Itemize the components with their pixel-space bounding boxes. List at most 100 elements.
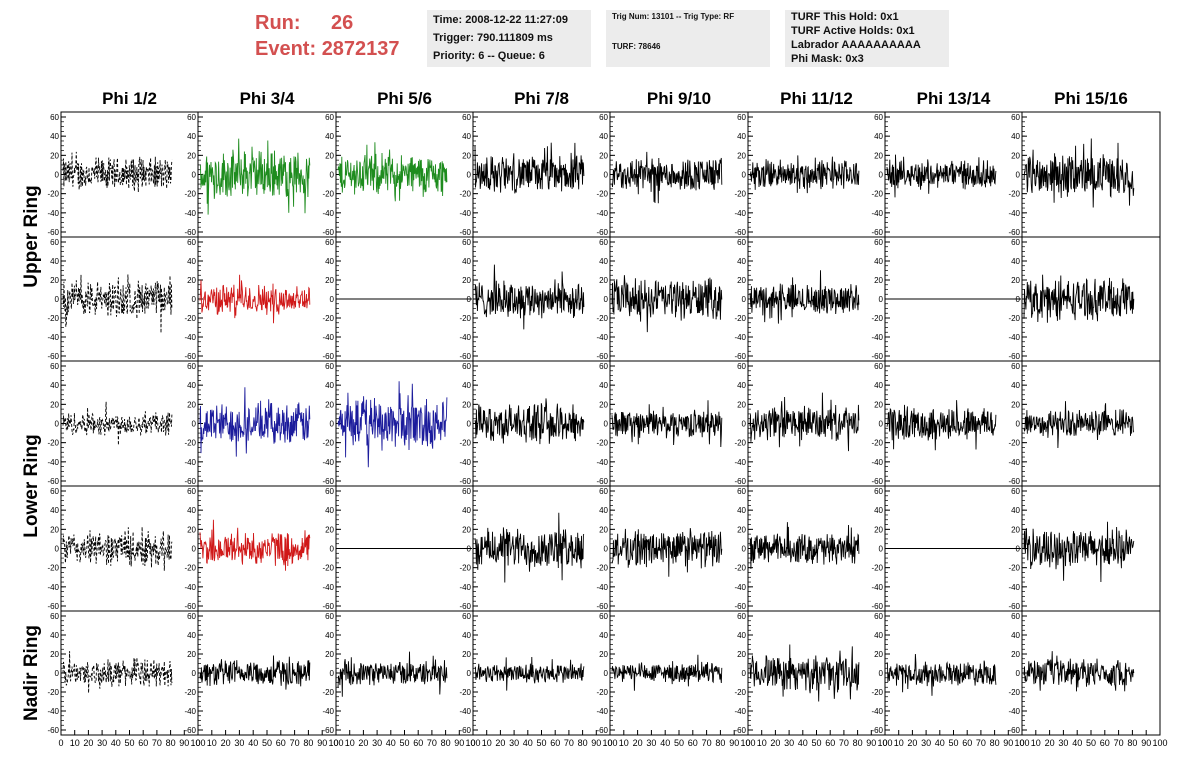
y-tick-label: -40 [322, 707, 334, 716]
waveform-trace [749, 155, 860, 194]
y-tick-label: 60 [737, 612, 746, 621]
x-tick-label: 70 [702, 738, 712, 748]
turf-active-text: TURF Active Holds: 0x1 [791, 25, 915, 37]
y-tick-label: -40 [871, 333, 883, 342]
y-tick-label: 20 [462, 276, 471, 285]
y-tick-label: -40 [871, 209, 883, 218]
waveform-trace [337, 381, 448, 468]
y-tick-label: 20 [599, 400, 608, 409]
y-tick-label: -60 [322, 228, 334, 237]
y-tick-label: 0 [55, 295, 60, 304]
y-tick-label: -60 [871, 602, 883, 611]
run-event-label: Run: 26 Event: 2872137 [255, 10, 400, 62]
x-tick-label: 60 [276, 738, 286, 748]
y-tick-label: 60 [462, 612, 471, 621]
y-tick-label: -60 [596, 726, 608, 735]
y-tick-label: 40 [599, 381, 608, 390]
y-tick-label: -20 [1008, 190, 1020, 199]
y-tick-label: -20 [596, 314, 608, 323]
y-tick-label: 40 [737, 631, 746, 640]
y-tick-label: -60 [734, 602, 746, 611]
turf-info-box: TURF This Hold: 0x1 TURF Active Holds: 0… [785, 10, 949, 67]
y-tick-label: 20 [737, 151, 746, 160]
y-tick-label: 40 [1011, 132, 1020, 141]
y-tick-label: -60 [734, 352, 746, 361]
x-tick-label: 80 [1127, 738, 1137, 748]
y-tick-label: 40 [1011, 381, 1020, 390]
waveform-trace [749, 392, 860, 452]
y-tick-label: 60 [874, 238, 883, 247]
x-tick-label: 0 [1019, 738, 1024, 748]
y-tick-label: -20 [871, 564, 883, 573]
y-tick-label: -20 [871, 190, 883, 199]
y-tick-label: 60 [1011, 487, 1020, 496]
y-tick-label: -20 [871, 439, 883, 448]
time-info-box: Time: 2008-12-22 11:27:09 Trigger: 790.1… [427, 10, 591, 67]
waveform-trace [199, 138, 311, 215]
x-tick-label: 80 [853, 738, 863, 748]
y-tick-label: 60 [874, 612, 883, 621]
x-tick-label: 20 [1045, 738, 1055, 748]
waveform-trace [1023, 274, 1135, 323]
y-tick-label: -20 [596, 439, 608, 448]
y-tick-label: -20 [184, 314, 196, 323]
y-tick-label: -60 [47, 602, 59, 611]
y-tick-label: -20 [184, 439, 196, 448]
y-tick-label: 20 [325, 276, 334, 285]
y-tick-label: 0 [879, 420, 884, 429]
y-tick-label: 0 [1016, 545, 1021, 554]
y-tick-label: -60 [596, 352, 608, 361]
y-tick-label: 20 [599, 276, 608, 285]
priority-text: Priority: 6 -- Queue: 6 [433, 50, 545, 62]
y-tick-label: 40 [325, 257, 334, 266]
y-tick-label: -20 [184, 190, 196, 199]
y-tick-label: -20 [459, 439, 471, 448]
y-tick-label: 20 [874, 151, 883, 160]
y-tick-label: 20 [187, 525, 196, 534]
y-tick-label: -40 [184, 209, 196, 218]
waveform-trace [611, 654, 723, 691]
labrador-text: Labrador AAAAAAAAAA [791, 39, 921, 51]
y-tick-label: -40 [596, 209, 608, 218]
column-title: Phi 5/6 [377, 89, 432, 108]
y-tick-label: 20 [599, 525, 608, 534]
y-tick-label: 40 [325, 132, 334, 141]
y-tick-label: 0 [742, 545, 747, 554]
y-tick-label: 0 [467, 171, 472, 180]
y-tick-label: 40 [737, 381, 746, 390]
x-tick-label: 90 [179, 738, 189, 748]
x-tick-label: 90 [1141, 738, 1151, 748]
x-tick-label: 50 [674, 738, 684, 748]
x-tick-label: 70 [564, 738, 574, 748]
y-tick-label: 20 [874, 400, 883, 409]
y-tick-label: 60 [599, 362, 608, 371]
y-tick-label: 40 [599, 132, 608, 141]
y-tick-label: 20 [737, 525, 746, 534]
x-tick-label: 20 [221, 738, 231, 748]
y-tick-label: -40 [47, 583, 59, 592]
waveform-trace [474, 512, 585, 583]
y-tick-label: 40 [325, 506, 334, 515]
y-tick-label: -60 [871, 726, 883, 735]
waveform-trace [337, 651, 448, 697]
y-tick-label: 20 [50, 525, 59, 534]
y-tick-label: 60 [50, 362, 59, 371]
y-tick-label: 60 [1011, 612, 1020, 621]
y-tick-label: 60 [874, 487, 883, 496]
waveform-trace [611, 528, 723, 577]
y-tick-label: -60 [47, 352, 59, 361]
y-tick-label: -60 [459, 228, 471, 237]
y-tick-label: -40 [322, 209, 334, 218]
y-tick-label: -60 [1008, 477, 1020, 486]
x-tick-label: 20 [633, 738, 643, 748]
y-tick-label: 60 [599, 487, 608, 496]
x-tick-label: 50 [811, 738, 821, 748]
y-tick-label: 0 [604, 669, 609, 678]
x-tick-label: 40 [935, 738, 945, 748]
y-tick-label: -20 [1008, 439, 1020, 448]
x-tick-label: 30 [784, 738, 794, 748]
y-tick-label: 60 [50, 612, 59, 621]
y-tick-label: -40 [47, 209, 59, 218]
turf-text: TURF: 78646 [612, 42, 661, 51]
y-tick-label: -20 [734, 439, 746, 448]
